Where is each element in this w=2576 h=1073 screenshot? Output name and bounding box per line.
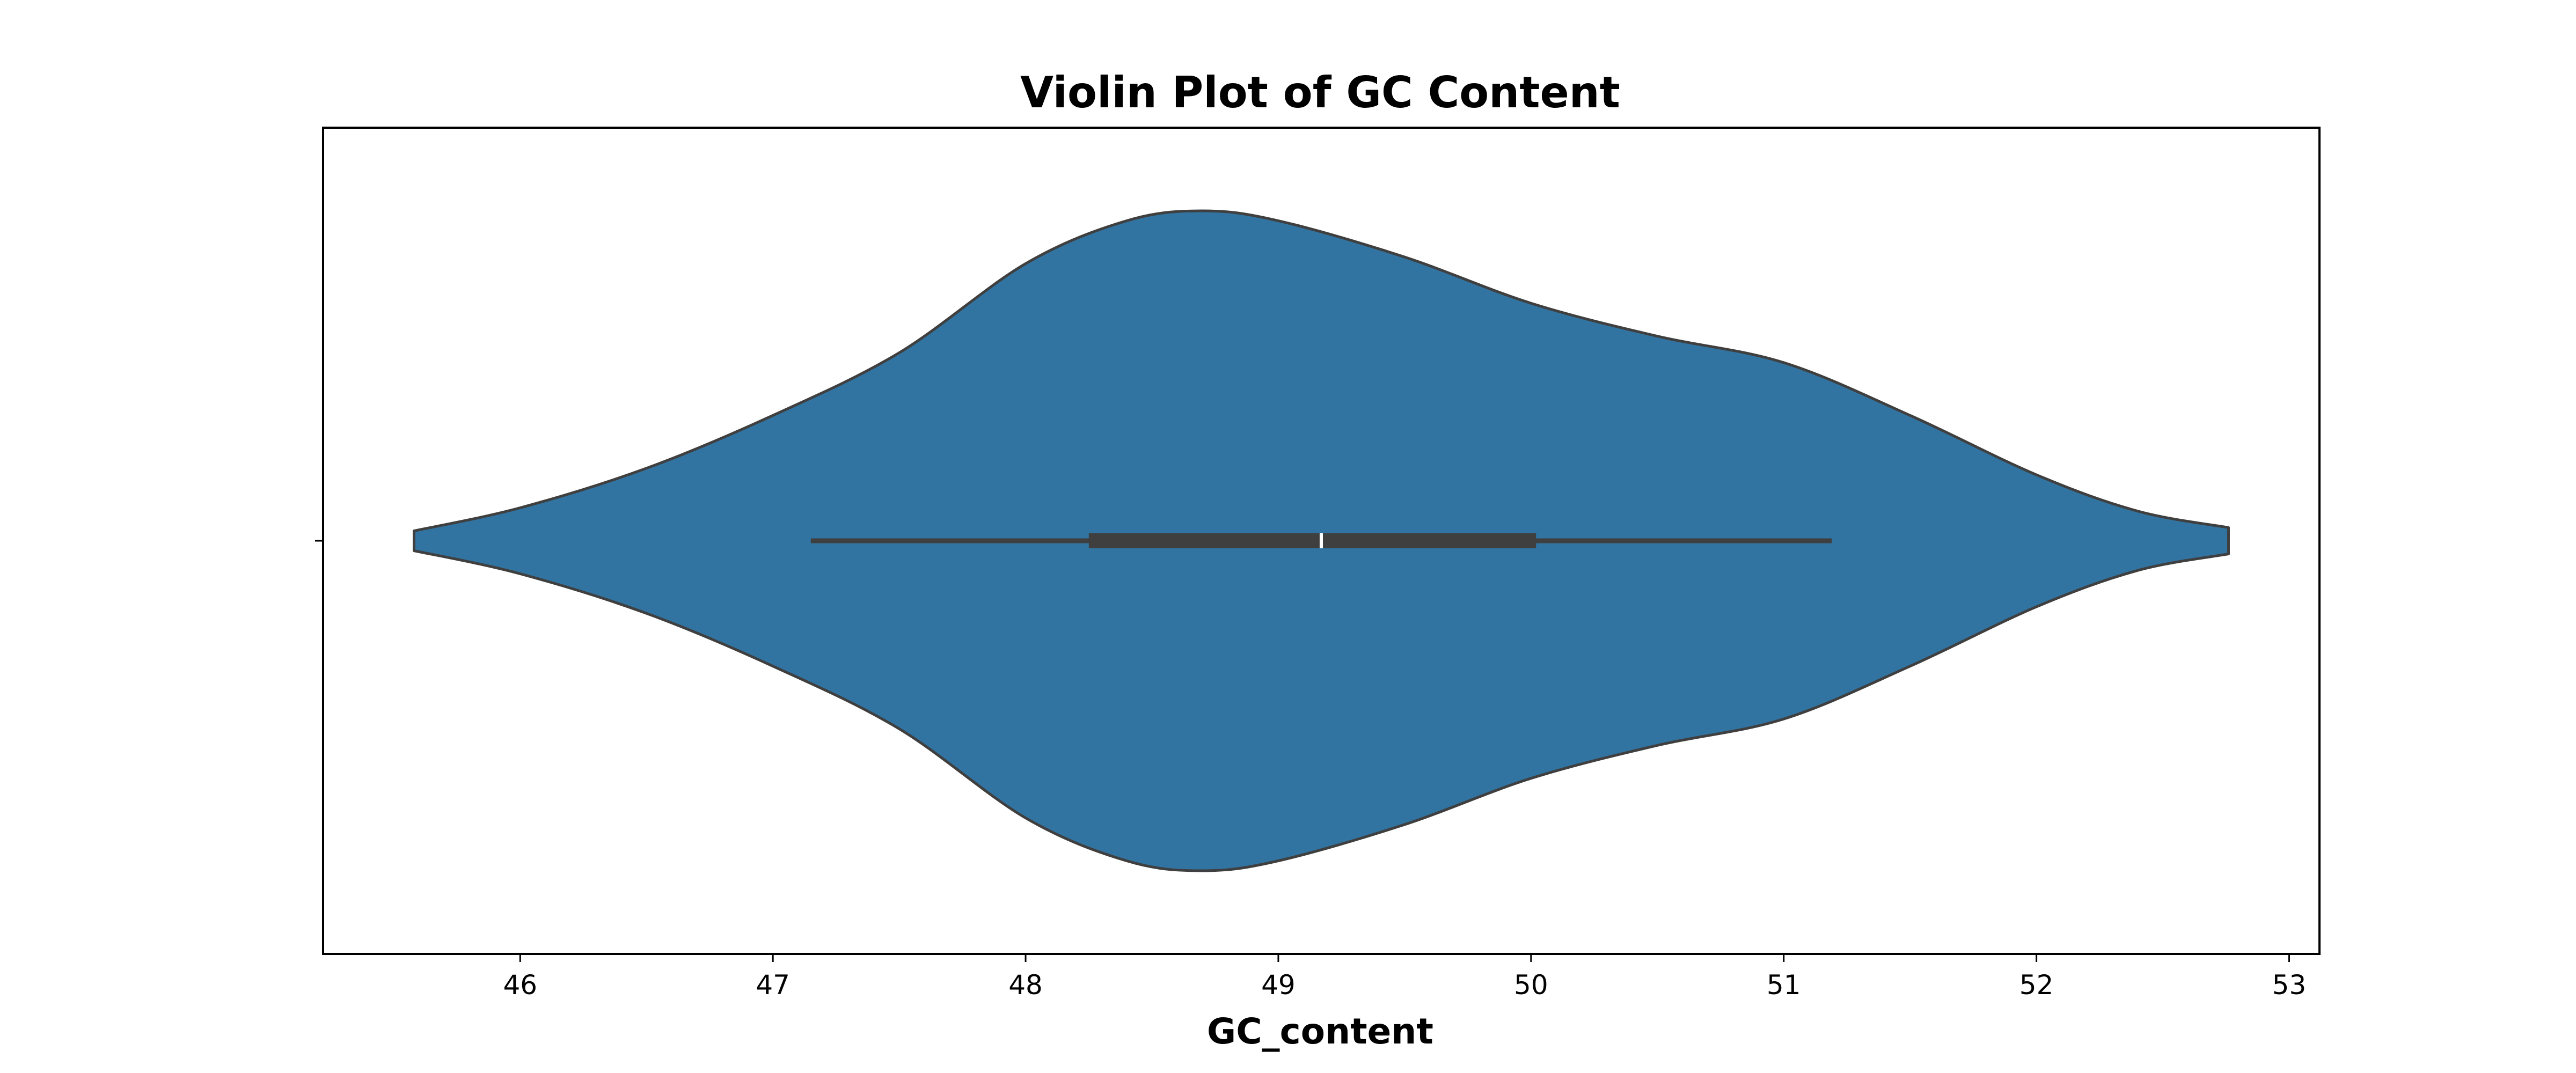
x-tick-label: 50 (1514, 969, 1548, 1001)
x-tick-label: 49 (1261, 969, 1296, 1001)
x-tick-label: 47 (756, 969, 790, 1001)
chart-title: Violin Plot of GC Content (1020, 68, 1620, 117)
x-axis-label: GC_content (1207, 1011, 1433, 1052)
x-tick-label: 53 (2272, 969, 2307, 1001)
iqr-box (1088, 533, 1536, 548)
x-tick-label: 52 (2019, 969, 2054, 1001)
plot-area (413, 209, 2230, 872)
x-tick-label: 48 (1008, 969, 1043, 1001)
x-tick-label: 51 (1767, 969, 1801, 1001)
x-tick-label: 46 (503, 969, 537, 1001)
x-axis: 46 47 48 49 50 51 52 53 (503, 954, 2306, 1001)
